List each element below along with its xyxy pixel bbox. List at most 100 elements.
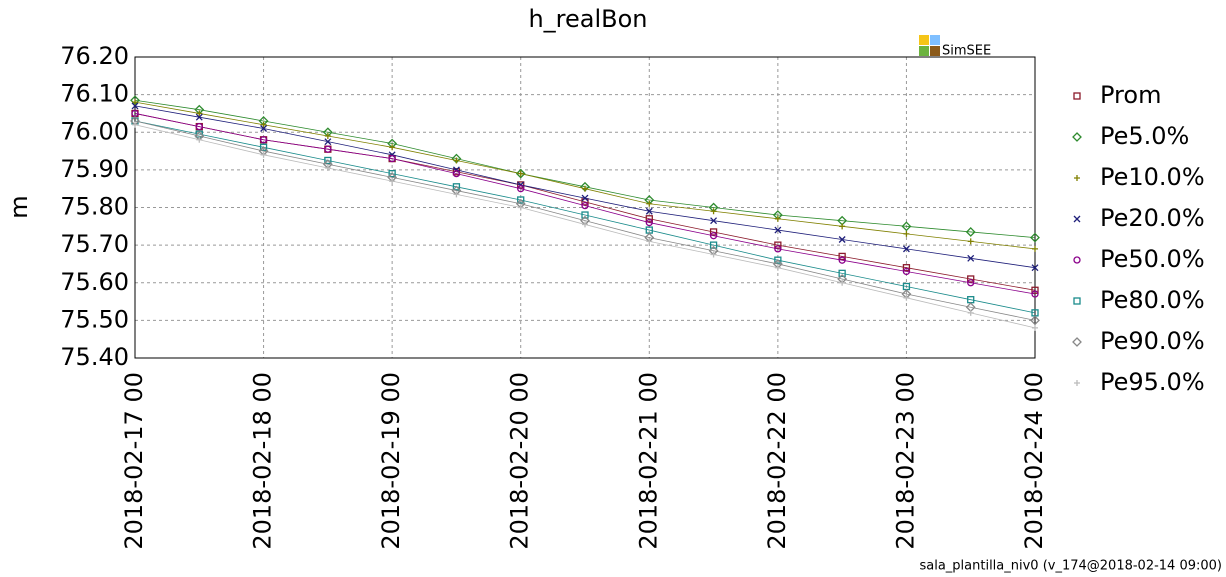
marker [195,113,203,121]
marker [902,267,911,276]
x-tick-label: 2018-02-18 00 [249,372,277,550]
series-line [134,120,1036,321]
marker [903,294,910,301]
marker [902,264,911,272]
marker [1032,324,1038,331]
marker [967,309,974,316]
marker [646,238,653,245]
marker [132,99,138,106]
marker [967,254,975,262]
marker [389,178,396,185]
legend-label: Pe50.0% [1100,245,1205,273]
x-tick-label: 2018-02-21 00 [634,372,662,550]
marker [582,221,588,228]
marker [965,227,976,237]
marker [517,185,525,193]
marker [517,181,525,189]
x-tick-label: 2018-02-23 00 [891,372,919,550]
marker [453,191,460,198]
y-tick-label: 75.50 [60,305,129,333]
marker [388,169,396,178]
marker [774,215,781,222]
marker [710,208,717,215]
marker [902,245,910,253]
marker [452,183,461,191]
marker [1073,256,1081,264]
series-line [134,113,1036,295]
marker [646,200,653,207]
x-tick-label: 2018-02-24 00 [1020,372,1048,550]
marker [774,245,782,253]
marker [581,211,589,219]
marker [324,138,332,146]
marker [388,154,396,163]
marker [774,226,782,234]
marker [709,232,718,240]
y-tick-label: 75.70 [60,230,129,258]
y-tick-label: 75.60 [60,268,129,296]
marker [1073,92,1081,100]
marker [1074,175,1080,181]
marker [967,238,974,245]
x-tick-label: 2018-02-17 00 [120,372,148,550]
marker [839,279,846,286]
marker [517,204,524,211]
y-tick-label: 75.80 [60,193,129,221]
marker [260,125,268,132]
marker [515,168,526,179]
legend-label: Pe5.0% [1100,122,1189,150]
x-tick-label: 2018-02-20 00 [506,372,534,550]
marker [710,217,718,225]
series: Pe50.0% [131,109,1205,298]
chart-title: h_realBon [528,5,647,33]
marker [838,269,846,277]
marker [517,170,524,177]
y-tick-label: 75.40 [60,343,129,371]
series: Pe80.0% [131,117,1205,317]
legend-label: Pe10.0% [1100,163,1205,191]
marker [581,201,589,210]
y-axis-label: m [5,195,33,218]
marker [324,133,331,140]
logo-square [919,35,929,45]
marker [517,196,525,204]
marker [453,157,460,164]
y-tick-label: 76.10 [60,80,129,108]
marker [1031,264,1039,272]
marker [645,218,653,227]
marker [709,228,718,236]
marker [709,241,718,249]
marker [1072,337,1082,347]
marker [710,251,717,258]
marker [132,121,138,128]
legend-label: Pe95.0% [1100,368,1205,396]
marker [324,164,331,171]
marker [645,207,653,215]
marker [774,256,782,264]
series: Pe95.0% [132,121,1205,396]
marker [1031,286,1039,294]
marker [196,136,203,143]
marker [839,223,846,230]
logo-square [930,46,940,56]
series: Pe20.0% [131,102,1205,272]
legend-label: Pe90.0% [1100,327,1205,355]
marker [196,110,203,117]
legend-label: Pe20.0% [1100,204,1205,232]
footer: sala_plantilla_niv0 (v_174@2018-02-14 09… [919,559,1222,574]
marker [903,230,910,237]
logo [919,35,940,56]
x-tick-label: 2018-02-22 00 [763,372,791,550]
marker [1072,132,1082,142]
marker [901,221,912,232]
marker [774,264,781,271]
y-tick-label: 76.20 [60,42,129,70]
marker [260,121,267,128]
marker [1074,380,1080,386]
marker [260,151,267,158]
marker [774,241,782,249]
plot-frame [134,56,1036,359]
